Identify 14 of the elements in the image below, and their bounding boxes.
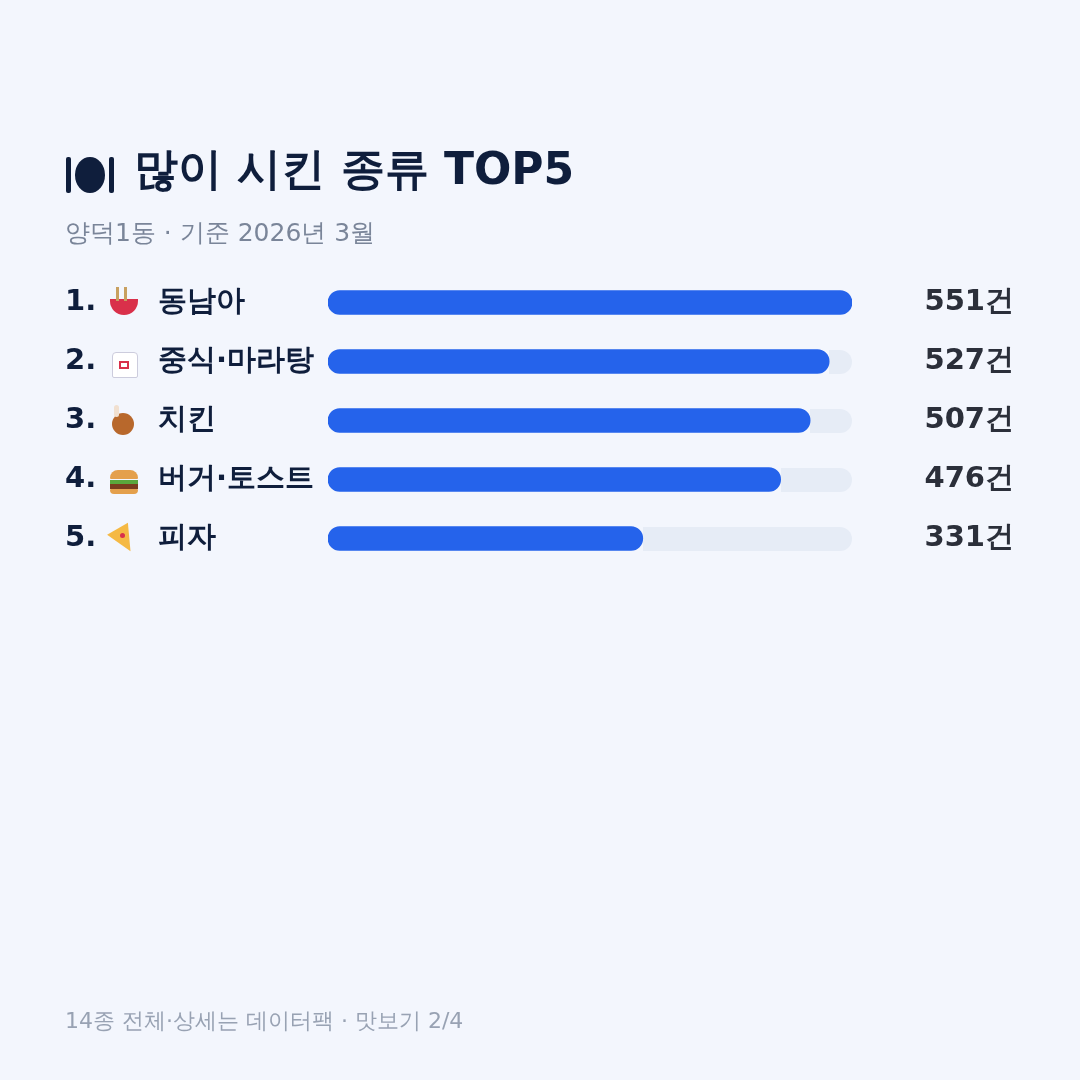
data-label: 331건	[924, 519, 1014, 554]
category-label: 5. 피자	[65, 519, 216, 554]
chart-subtitle: 양덕1동 · 기준 2026년 3월	[65, 217, 376, 249]
data-label: 551건	[924, 283, 1014, 318]
data-label: 476건	[924, 460, 1014, 495]
category-label: 1. 동남아	[65, 283, 245, 318]
bar	[328, 290, 852, 315]
data-label: 507건	[924, 401, 1014, 436]
text: 14종 전체·상세는 데이터팩 · 맛보기 2/4	[65, 1007, 464, 1035]
category-label: 2. 중식·마라탕	[65, 342, 315, 377]
category-label: 3. 치킨	[65, 401, 216, 436]
data-label: 527건	[924, 342, 1014, 377]
chart-title: 많이 시킨 종류 TOP5	[134, 142, 575, 196]
category-label: 4. 버거·토스트	[65, 460, 315, 495]
